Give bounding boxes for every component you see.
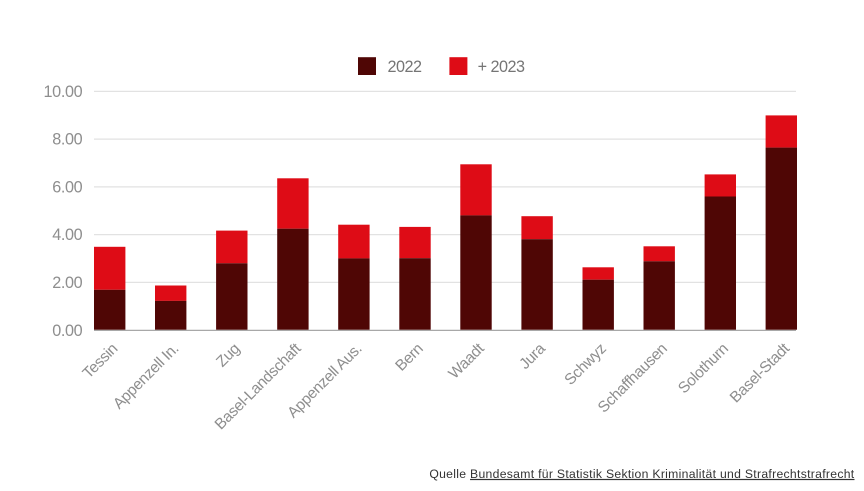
svg-text:0.00: 0.00	[52, 322, 82, 340]
svg-text:Quelle Bundesamt für Statistik: Quelle Bundesamt für Statistik Sektion K…	[429, 467, 854, 481]
svg-text:+ 2023: + 2023	[478, 58, 525, 76]
svg-text:10.00: 10.00	[44, 83, 83, 101]
svg-text:2022: 2022	[388, 58, 423, 76]
svg-text:8.00: 8.00	[52, 131, 82, 149]
svg-text:2.00: 2.00	[52, 274, 82, 292]
svg-text:6.00: 6.00	[52, 178, 82, 196]
svg-text:4.00: 4.00	[52, 226, 82, 244]
